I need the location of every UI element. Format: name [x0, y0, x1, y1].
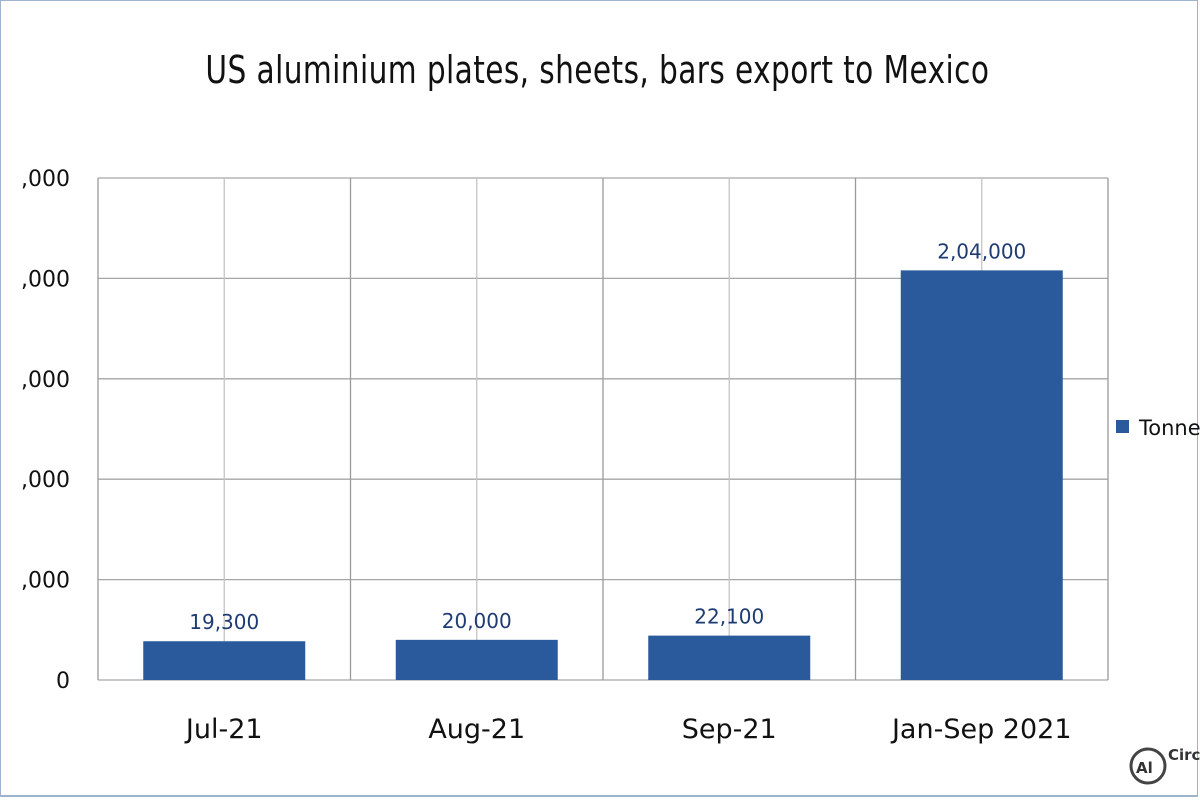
data-label: 22,100 — [694, 605, 764, 629]
y-tick-label: 0 — [56, 669, 70, 694]
legend-swatch — [1116, 420, 1129, 433]
x-tick-label: Sep-21 — [682, 714, 777, 745]
y-tick-label: ,000 — [21, 368, 70, 393]
data-label: 19,300 — [189, 610, 259, 634]
x-tick-label: Jul-21 — [184, 714, 263, 745]
data-labels: 19,300 20,000 22,100 2,04,000 — [189, 239, 1026, 634]
al-logo-letters: Al — [1136, 759, 1153, 777]
bar — [900, 270, 1063, 680]
x-tick-label: Aug-21 — [428, 714, 525, 745]
x-axis-ticks: Jul-21 Aug-21 Sep-21 Jan-Sep 2021 — [184, 714, 1072, 745]
legend: Tonnes — [1116, 416, 1200, 440]
al-logo-icon — [1129, 747, 1167, 785]
data-label: 2,04,000 — [937, 239, 1026, 263]
y-tick-label: ,000 — [21, 267, 70, 292]
legend-label: Tonnes — [1138, 416, 1200, 440]
bar — [395, 639, 558, 680]
y-tick-label: ,000 — [21, 167, 70, 192]
data-label: 20,000 — [442, 609, 512, 633]
x-tick-label: Jan-Sep 2021 — [890, 714, 1072, 745]
watermark-logo: Al Circ — [1129, 746, 1200, 785]
watermark-text: Circ — [1168, 746, 1200, 764]
y-tick-label: ,000 — [21, 569, 70, 594]
y-axis-ticks: 0 ,000 ,000 ,000 ,000 ,000 — [21, 167, 70, 694]
chart-title: US aluminium plates, sheets, bars export… — [205, 48, 990, 92]
y-tick-label: ,000 — [21, 468, 70, 493]
bar — [648, 635, 811, 680]
bar — [143, 641, 306, 680]
bars — [143, 270, 1063, 680]
